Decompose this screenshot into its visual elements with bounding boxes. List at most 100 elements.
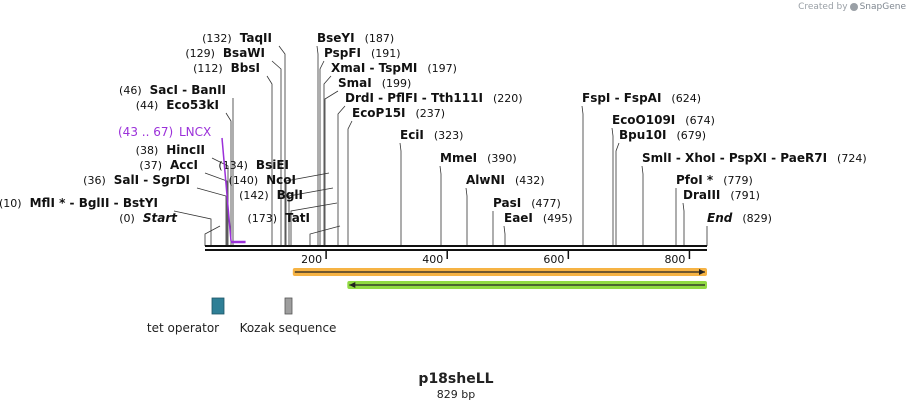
site-label-smli-xhoi-pspxi-paer7i: SmlI - XhoI - PspXI - PaeR7I <box>642 151 827 165</box>
site-position-mfli-bglii-bstyi: (10) <box>0 197 22 210</box>
leader-ecoo109i <box>611 127 614 246</box>
site-label-mfli-bglii-bstyi: MflI * - BglII - BstYI <box>30 196 158 210</box>
feature-name-lncx: LNCX <box>179 125 211 139</box>
leader-bbsi <box>266 75 273 246</box>
snapgene-credit: Created by SnapGene <box>798 2 906 12</box>
map-title: p18sheLL <box>418 371 493 387</box>
leader-bpu10i <box>615 142 620 246</box>
site-label-bseyi: BseYI <box>317 31 355 45</box>
site-label-start: Start <box>143 211 178 225</box>
leader-start <box>204 225 221 246</box>
site-label-ecop15i: EcoP15I <box>352 106 406 120</box>
map-length: 829 bp <box>437 388 475 401</box>
leader-taqii <box>278 45 286 246</box>
site-label-drdi-pflfi-tth111i: DrdI - PflFI - Tth111I <box>345 91 483 105</box>
site-position-eaei: (495) <box>543 212 573 225</box>
leader-sali-sgrdi <box>196 187 227 246</box>
site-label-eaei: EaeI <box>504 211 533 225</box>
site-label-bpu10i: Bpu10I <box>619 128 666 142</box>
leader-tati <box>309 225 341 246</box>
site-label-mmei: MmeI <box>440 151 477 165</box>
site-label-alwni: AlwNI <box>466 173 505 187</box>
arrow-head-green-reverse <box>349 282 356 288</box>
dna-backbone <box>205 245 707 251</box>
site-position-tati: (173) <box>247 212 277 225</box>
site-label-bgli: BglI <box>277 188 303 202</box>
leader-bsiei <box>285 172 330 246</box>
site-position-drdi-pflfi-tth111i: (220) <box>493 92 523 105</box>
leader-fspi-fspai <box>581 105 584 246</box>
leader-smai <box>324 90 339 246</box>
site-label-smai: SmaI <box>338 76 372 90</box>
site-label-fspi-fspai: FspI - FspAI <box>582 91 661 105</box>
axis-tick-label-200: 200 <box>301 253 322 266</box>
legend-swatch-kozak-sequence <box>284 297 293 315</box>
feature-arrows <box>292 268 707 289</box>
site-position-taqii: (132) <box>202 32 232 45</box>
site-position-smli-xhoi-pspxi-paer7i: (724) <box>837 152 867 165</box>
site-position-bseyi: (187) <box>365 32 395 45</box>
site-position-smai: (199) <box>382 77 412 90</box>
leader-alwni <box>465 187 468 246</box>
site-label-bsawi: BsaWI <box>223 46 265 60</box>
site-position-sali-sgrdi: (36) <box>83 174 106 187</box>
feature-range-lncx: (43 .. 67) <box>118 125 173 139</box>
site-label-bsiei: BsiEI <box>256 158 289 172</box>
leader-smli-xhoi-pspxi-paer7i <box>641 165 644 246</box>
site-position-pfoi: (779) <box>723 174 753 187</box>
site-position-saci-banii: (46) <box>119 84 142 97</box>
leader-ecii <box>399 142 402 246</box>
site-position-xmai-tspmi: (197) <box>427 62 457 75</box>
site-position-end: (829) <box>742 212 772 225</box>
site-position-start: (0) <box>119 212 135 225</box>
site-position-ecoo109i: (674) <box>685 114 715 127</box>
axis-tick-label-400: 400 <box>422 253 443 266</box>
site-label-draiii: DraIII <box>683 188 720 202</box>
site-position-mmei: (390) <box>487 152 517 165</box>
leader-ecop15i <box>347 120 353 246</box>
axis-tick-label-800: 800 <box>664 253 685 266</box>
leader-hincii <box>211 157 229 246</box>
arrow-head-orange-forward <box>699 269 705 275</box>
axis-tick-label-600: 600 <box>543 253 564 266</box>
legend-label-tet-operator: tet operator <box>147 321 219 335</box>
leader-mmei <box>439 165 442 246</box>
site-position-alwni: (432) <box>515 174 545 187</box>
leader-bsawi <box>271 60 282 246</box>
leader-xmai-tspmi <box>323 75 332 246</box>
feature-annotation: (43 .. 67) LNCX <box>118 125 246 244</box>
site-label-end: End <box>707 211 733 225</box>
site-position-hincii: (38) <box>136 144 159 157</box>
site-label-ncoi: NcoI <box>266 173 296 187</box>
site-position-draiii: (791) <box>730 189 760 202</box>
site-label-xmai-tspmi: XmaI - TspMI <box>331 61 417 75</box>
leader-pspfi <box>319 60 325 246</box>
site-position-fspi-fspai: (624) <box>671 92 701 105</box>
site-position-pasi: (477) <box>531 197 561 210</box>
site-position-bsawi: (129) <box>185 47 215 60</box>
site-label-taqii: TaqII <box>240 31 272 45</box>
axis-ticks: 200 400 600 800 <box>301 251 691 266</box>
site-label-sali-sgrdi: SalI - SgrDI <box>114 173 190 187</box>
site-label-pfoi: PfoI * <box>676 173 714 187</box>
leader-eco53ki <box>225 112 232 246</box>
site-position-pspfi: (191) <box>371 47 401 60</box>
leader-draiii <box>682 202 685 246</box>
site-position-ecop15i: (237) <box>416 107 446 120</box>
site-label-acci: AccI <box>170 158 198 172</box>
site-position-bgli: (142) <box>239 189 269 202</box>
site-position-bsiei: (134) <box>218 159 248 172</box>
site-position-ncoi: (140) <box>229 174 259 187</box>
site-label-saci-banii: SacI - BanII <box>150 83 226 97</box>
feature-leader-lncx <box>221 137 232 242</box>
leader-bgli <box>290 202 338 246</box>
site-labels: Start (0) MflI * - BglII - BstYI (10) SalI -… <box>0 31 867 225</box>
site-position-eco53ki: (44) <box>136 99 159 112</box>
site-label-eco53ki: Eco53kI <box>166 98 219 112</box>
site-position-bpu10i: (679) <box>676 129 706 142</box>
site-label-bbsi: BbsI <box>231 61 260 75</box>
legend-label-kozak-sequence: Kozak sequence <box>240 321 337 335</box>
site-label-ecoo109i: EcoO109I <box>612 113 675 127</box>
